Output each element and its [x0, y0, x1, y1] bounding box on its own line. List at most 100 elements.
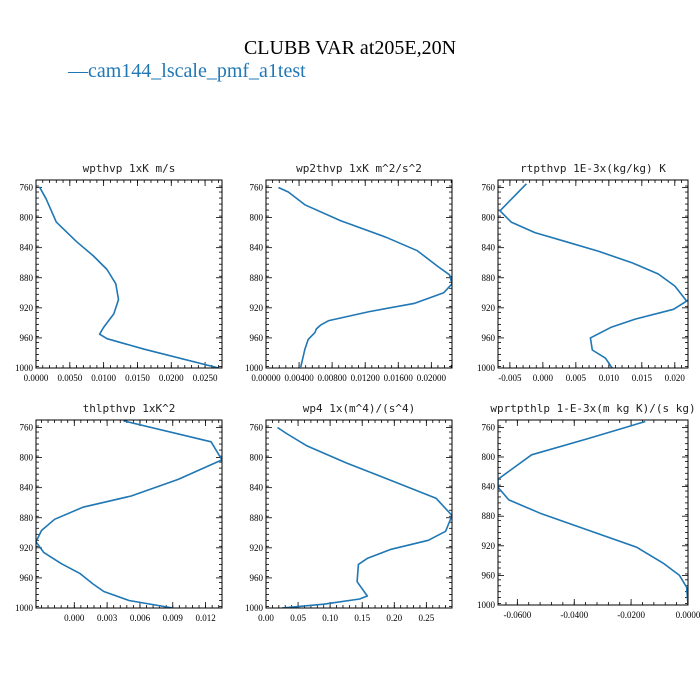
x-tick-label: 0.00400: [284, 373, 314, 383]
subplot-title: wpthvp 1xK m/s: [83, 162, 176, 175]
y-tick-label: 800: [250, 213, 264, 223]
y-tick-label: 760: [250, 183, 264, 193]
y-tick-label: 760: [482, 183, 496, 193]
x-tick-label: 0.020: [665, 373, 686, 383]
y-tick-label: 880: [482, 273, 496, 283]
y-tick-label: 800: [250, 453, 264, 463]
series-line: [498, 420, 688, 605]
series-line: [38, 186, 219, 368]
y-tick-label: 880: [250, 513, 264, 523]
x-tick-label: 0.009: [163, 613, 184, 623]
x-tick-label: 0.05: [290, 613, 306, 623]
x-tick-label: 0.0050: [57, 373, 82, 383]
x-tick-label: 0.0000: [676, 610, 700, 620]
subplot-title: rtpthvp 1E-3x(kg/kg) K: [520, 162, 666, 175]
plot-frame: [497, 179, 689, 369]
x-tick-label: 0.01600: [384, 373, 414, 383]
plot-frame: [497, 419, 689, 606]
subplot-6: wprtpthlp 1-E-3x(m kg K)/(s kg) -0.0600 -0…: [477, 402, 700, 620]
subplot-1: wpthvp 1xK m/s 0.0000 0.0050 0.0100 0.0150 0.…: [15, 162, 223, 383]
x-tick-label: 0.02000: [417, 373, 447, 383]
subplot-grid: wpthvp 1xK m/s 0.0000 0.0050 0.0100 0.0150 0.…: [15, 162, 700, 623]
x-tick-label: 0.10: [322, 613, 338, 623]
x-tick-label: 0.012: [195, 613, 215, 623]
y-tick-label: 880: [20, 273, 34, 283]
subplot-2: wp2thvp 1xK m^2/s^2 0.00000 0.00400 0.00800…: [245, 162, 453, 383]
subplot-5: wp4 1x(m^4)/(s^4) 0.00 0.05 0.10 0.15 0.20 0.2…: [245, 402, 453, 623]
x-tick-label: 0.0100: [91, 373, 116, 383]
subplot-4: thlpthvp 1xK^2 0.000 0.003 0.006 0.009 0.012 7…: [15, 402, 223, 623]
legend-label: cam144_lscale_pmf_a1test: [88, 60, 306, 82]
subplot-title: wprtpthlp 1-E-3x(m kg K)/(s kg): [490, 402, 695, 415]
y-tick-label: 1000: [477, 363, 496, 373]
subplot-title: wp4 1x(m^4)/(s^4): [303, 402, 416, 415]
x-tick-label: 0.00: [258, 613, 274, 623]
x-tick-label: 0.015: [632, 373, 653, 383]
y-tick-label: 1000: [477, 600, 496, 610]
x-tick-label: 0.000: [64, 613, 85, 623]
x-tick-label: -0.0600: [503, 610, 531, 620]
legend-symbol: —: [67, 60, 89, 82]
y-tick-label: 960: [482, 333, 496, 343]
y-tick-label: 840: [250, 243, 264, 253]
y-tick-label: 1000: [15, 603, 34, 613]
y-tick-label: 800: [482, 213, 496, 223]
series-line: [278, 186, 452, 368]
y-tick-label: 960: [250, 573, 264, 583]
y-tick-label: 760: [20, 423, 34, 433]
plot-frame: [35, 419, 223, 609]
x-tick-label: -0.005: [498, 373, 522, 383]
y-tick-label: 920: [250, 543, 264, 553]
y-tick-label: 840: [482, 482, 496, 492]
y-tick-label: 840: [250, 483, 264, 493]
y-tick-label: 880: [20, 513, 34, 523]
subplot-title: wp2thvp 1xK m^2/s^2: [296, 162, 422, 175]
x-tick-label: 0.005: [566, 373, 587, 383]
y-tick-label: 1000: [245, 363, 264, 373]
series-line: [499, 183, 688, 368]
plot-frame: [35, 179, 223, 369]
x-tick-label: 0.15: [354, 613, 370, 623]
y-tick-label: 920: [250, 303, 264, 313]
y-tick-label: 840: [20, 483, 34, 493]
x-tick-label: 0.010: [599, 373, 620, 383]
plot-frame: [265, 419, 453, 609]
figure-title: CLUBB VAR at205E,20N: [244, 37, 456, 59]
y-tick-label: 920: [482, 541, 496, 551]
series-line: [277, 426, 452, 608]
x-tick-label: -0.0400: [560, 610, 588, 620]
x-tick-label: 0.003: [97, 613, 118, 623]
x-tick-label: 0.25: [418, 613, 434, 623]
x-tick-label: 0.0250: [193, 373, 218, 383]
x-tick-label: 0.00800: [318, 373, 348, 383]
subplot-title: thlpthvp 1xK^2: [83, 402, 176, 415]
y-tick-label: 800: [20, 213, 34, 223]
y-tick-label: 1000: [245, 603, 264, 613]
y-tick-label: 880: [250, 273, 264, 283]
y-tick-label: 840: [482, 243, 496, 253]
y-tick-label: 920: [20, 303, 34, 313]
x-tick-label: 0.000: [533, 373, 554, 383]
subplot-3: rtpthvp 1E-3x(kg/kg) K -0.005 0.000 0.005 0.…: [477, 162, 689, 383]
y-tick-label: 960: [20, 333, 34, 343]
x-tick-label: 0.00000: [251, 373, 281, 383]
y-tick-label: 880: [482, 511, 496, 521]
y-tick-label: 760: [20, 183, 34, 193]
x-tick-label: 0.20: [386, 613, 402, 623]
x-tick-label: 0.0000: [24, 373, 49, 383]
series-line: [36, 420, 222, 608]
x-tick-label: 0.01200: [351, 373, 381, 383]
x-tick-label: 0.0150: [125, 373, 150, 383]
y-tick-label: 840: [20, 243, 34, 253]
y-tick-label: 760: [250, 423, 264, 433]
x-tick-label: 0.0200: [159, 373, 184, 383]
y-tick-label: 920: [482, 303, 496, 313]
x-tick-label: -0.0200: [617, 610, 645, 620]
y-tick-label: 920: [20, 543, 34, 553]
plot-frame: [265, 179, 453, 369]
figure-legend: — cam144_lscale_pmf_a1test: [67, 60, 306, 82]
y-tick-label: 760: [482, 422, 496, 432]
x-tick-label: 0.006: [130, 613, 151, 623]
y-tick-label: 800: [20, 453, 34, 463]
